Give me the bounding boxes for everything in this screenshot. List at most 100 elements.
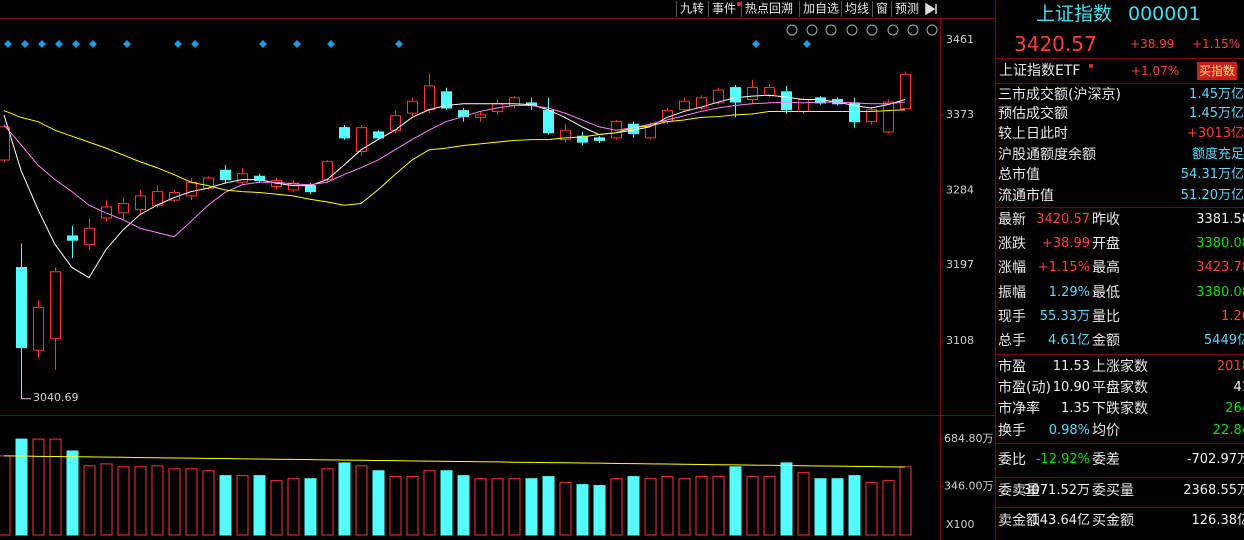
volume-bar: [508, 478, 521, 536]
volume-bar: [695, 476, 708, 536]
stat-value: 264: [1225, 401, 1244, 416]
stat-value: 10.90: [1052, 380, 1090, 395]
tool-icon[interactable]: [806, 24, 818, 36]
stat-value: 5449亿: [1203, 333, 1244, 348]
candle-body: [577, 135, 588, 143]
volume-bar: [49, 438, 62, 536]
volume-bar: [83, 465, 96, 536]
volume-bar: [15, 438, 28, 536]
candle-body: [866, 109, 877, 123]
separator: [996, 207, 1244, 208]
volume-bar: [576, 484, 589, 536]
toolbar-button[interactable]: 事件: [712, 2, 736, 16]
etf-change: +1.07%: [1131, 64, 1180, 78]
toolbar-icon[interactable]: [925, 2, 937, 16]
volume-bar: [763, 476, 776, 536]
quote-panel: 上证指数 000001 3420.57 +38.99 +1.15% 上证指数ETF +1.0…: [996, 0, 1244, 540]
volume-bar: [304, 478, 317, 536]
volume-bar: [423, 470, 436, 536]
stock-code: 000001: [1128, 3, 1201, 25]
tool-icon[interactable]: [825, 24, 837, 36]
moving-average-line: [3, 94, 906, 279]
signal-marker: [174, 40, 182, 48]
toolbar-button[interactable]: 均线: [845, 2, 869, 16]
buy-index-button[interactable]: 买指数: [1197, 62, 1238, 80]
candle-body: [101, 206, 112, 219]
volume-bar: [610, 478, 623, 536]
signal-marker: [38, 40, 46, 48]
tool-icon[interactable]: [926, 24, 938, 36]
stat-value: 3420.57: [1036, 212, 1090, 227]
y-tick-label: 3108: [946, 334, 974, 347]
stat-label: 均价: [1092, 423, 1120, 439]
stat-value: 0.98%: [1048, 423, 1090, 438]
volume-bar: [134, 466, 147, 536]
tool-icon[interactable]: [887, 24, 899, 36]
tool-icon[interactable]: [846, 24, 858, 36]
toolbar-button[interactable]: 加自选: [803, 2, 839, 16]
volume-bar: [797, 472, 810, 536]
stat-label: 卖金额: [998, 513, 1040, 529]
info-label: 预估成交额: [998, 106, 1068, 122]
toolbar-button[interactable]: 热点回溯: [745, 1, 793, 16]
volume-bar: [253, 475, 266, 536]
tool-icon[interactable]: [786, 24, 798, 36]
volume-bar: [780, 462, 793, 536]
moving-average-line: [3, 109, 906, 206]
candle-body: [798, 99, 809, 112]
stat-label: 买金额: [1092, 513, 1134, 529]
tool-icon[interactable]: [907, 24, 919, 36]
volume-bar: [168, 468, 181, 536]
separator: [996, 354, 1244, 355]
candle-body: [339, 127, 350, 139]
stat-value: +38.99: [1041, 236, 1090, 251]
volume-bar: [219, 475, 232, 536]
candle-body: [747, 87, 758, 101]
stat-value: -702.97万: [1186, 452, 1244, 467]
volume-bar: [321, 468, 334, 536]
volume-bar: [457, 475, 470, 536]
volume-bar: [440, 470, 453, 536]
separator: [996, 83, 1244, 84]
stat-value: 2018: [1216, 359, 1244, 374]
stat-value: 143.64亿: [1031, 513, 1091, 528]
info-value: 54.31万亿: [1180, 167, 1244, 182]
toolbar-button[interactable]: 窗: [876, 2, 888, 16]
stat-value: 1.29%: [1048, 285, 1090, 300]
candle-body: [781, 91, 792, 111]
y-tick-label: 684.80万: [944, 432, 994, 445]
candle-body: [254, 175, 265, 182]
candle-body: [186, 181, 197, 197]
stat-label: 委买量: [1092, 483, 1134, 499]
candle-body: [135, 195, 146, 211]
volume-bar: [593, 485, 606, 536]
stat-value: 4.61亿: [1048, 333, 1090, 348]
stock-name: 上证指数: [1036, 3, 1113, 25]
tool-icon[interactable]: [866, 24, 878, 36]
toolbar-button[interactable]: 预测: [895, 2, 919, 16]
candle-body: [84, 227, 95, 245]
volume-bar: [678, 478, 691, 536]
stat-label: 下跌家数: [1092, 401, 1148, 417]
candle-body: [645, 124, 656, 139]
volume-bar: [882, 480, 895, 536]
signal-marker: [293, 40, 301, 48]
stat-label: 最新: [998, 212, 1026, 228]
info-value: 额度充足: [1191, 147, 1244, 162]
stat-value: 3381.58: [1196, 212, 1244, 227]
candle-body: [118, 203, 129, 214]
y-tick-label: 346.00万: [944, 480, 994, 493]
candle-body: [764, 87, 775, 96]
toolbar-button[interactable]: 九转: [680, 1, 704, 16]
volume-bar: [712, 476, 725, 536]
stat-value: 3380.08: [1196, 285, 1244, 300]
stat-value: 1.20: [1221, 309, 1244, 324]
volume-bar: [644, 478, 657, 536]
volume-bar: [32, 438, 45, 536]
volume-bar: [627, 476, 640, 536]
stat-value: 3380.08: [1196, 236, 1244, 251]
stat-value: 55.33万: [1039, 309, 1090, 324]
volume-bar: [66, 450, 79, 536]
stat-value: 3071.52万: [1023, 483, 1090, 498]
candle-body: [220, 169, 231, 181]
